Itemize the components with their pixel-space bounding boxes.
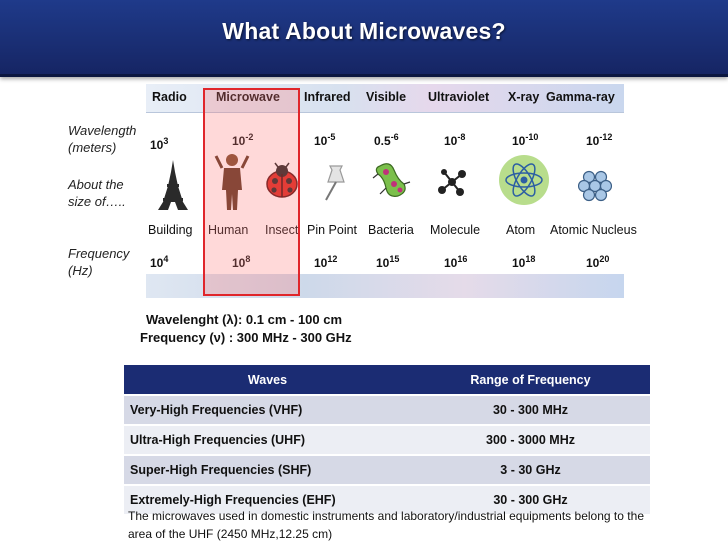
frequency-range-text: Frequency (ν) : 300 MHz - 300 GHz [140, 330, 352, 345]
bacteria-icon [372, 163, 411, 197]
wave-range-cell: 3 - 30 GHz [411, 454, 650, 485]
wavelength-ultraviolet: 10-8 [444, 132, 466, 148]
frequency-gamma: 1020 [586, 254, 610, 270]
size-row-label: About the size of….. [68, 176, 126, 210]
wavelength-range-text: Wavelenght (λ): 0.1 cm - 100 cm [146, 312, 343, 327]
wave-name-cell: Extremely-High Frequencies (EHF) [124, 484, 411, 514]
frequency-row-label: Frequency (Hz) [68, 245, 129, 279]
object-atomic-nucleus: Atomic Nucleus [550, 223, 637, 237]
frequency-table: Waves Range of Frequency Very-High Frequ… [124, 365, 650, 514]
spectrum-chart: Radio Microwave Infrared Visible Ultravi… [146, 84, 624, 298]
table-row: Ultra-High Frequencies (UHF) 300 - 3000 … [124, 424, 650, 455]
wave-range-cell: 30 - 300 GHz [411, 484, 650, 514]
table-row: Very-High Frequencies (VHF) 30 - 300 MHz [124, 394, 650, 425]
wavelength-label-line2: (meters) [68, 140, 117, 155]
object-human: Human [208, 223, 249, 237]
band-radio: Radio [152, 90, 187, 104]
atom-icon [499, 155, 549, 205]
object-building: Building [148, 223, 193, 237]
wavelength-label-line1: Wavelength [68, 123, 137, 138]
header-range: Range of Frequency [411, 365, 650, 395]
wavelength-row-label: Wavelength (meters) [68, 122, 136, 156]
frequency-microwave: 108 [232, 254, 251, 270]
header-waves: Waves [124, 365, 411, 395]
frequency-infrared: 1012 [314, 254, 338, 270]
object-insect: Insect [265, 223, 299, 237]
size-label-line2: size of….. [68, 194, 126, 209]
band-visible: Visible [366, 90, 407, 104]
frequency-ultraviolet: 1016 [444, 254, 468, 270]
molecule-icon [438, 169, 466, 196]
object-pin-point: Pin Point [307, 223, 358, 237]
object-bacteria: Bacteria [368, 223, 414, 237]
band-infrared: Infrared [304, 90, 351, 104]
band-ultraviolet: Ultraviolet [428, 90, 490, 104]
wavelength-infrared: 10-5 [314, 132, 336, 148]
wavelength-gamma: 10-12 [586, 132, 613, 148]
page-title: What About Microwaves? [222, 18, 506, 44]
microwave-highlight-box [203, 88, 300, 296]
size-label-line1: About the [68, 177, 124, 192]
frequency-radio: 104 [150, 254, 169, 270]
table-row: Super-High Frequencies (SHF) 3 - 30 GHz [124, 454, 650, 485]
wave-name-cell: Very-High Frequencies (VHF) [124, 394, 411, 425]
wave-range-cell: 30 - 300 MHz [411, 394, 650, 425]
table-header-row: Waves Range of Frequency [124, 365, 650, 395]
band-xray: X-ray [508, 90, 540, 104]
frequency-label-line1: Frequency [68, 246, 130, 261]
frequency-xray: 1018 [512, 254, 536, 270]
pushpin-icon [325, 165, 345, 201]
frequency-label-line2: (Hz) [68, 263, 93, 278]
frequency-visible: 1015 [376, 254, 400, 270]
spectrum-band-bar: Radio Microwave Infrared Visible Ultravi… [146, 84, 624, 113]
footnote-text: The microwaves used in domestic instrume… [128, 509, 644, 541]
band-gamma-ray: Gamma-ray [546, 90, 615, 104]
wavelength-xray: 10-10 [512, 132, 539, 148]
eiffel-tower-icon [158, 160, 188, 210]
band-microwave: Microwave [216, 90, 280, 104]
wavelength-visible: 0.5-6 [374, 132, 399, 148]
wavelength-radio: 103 [150, 136, 169, 152]
wave-range-cell: 300 - 3000 MHz [411, 424, 650, 455]
object-molecule: Molecule [430, 223, 481, 237]
object-atom: Atom [506, 223, 536, 237]
table-row: Extremely-High Frequencies (EHF) 30 - 30… [124, 484, 650, 514]
human-figure-icon [214, 154, 250, 210]
wave-name-cell: Ultra-High Frequencies (UHF) [124, 424, 411, 455]
nucleus-icon [578, 170, 612, 202]
wavelength-microwave: 10-2 [232, 132, 254, 148]
ladybug-icon [266, 162, 298, 198]
wave-name-cell: Super-High Frequencies (SHF) [124, 454, 411, 485]
title-bar: What About Microwaves? [0, 0, 728, 77]
